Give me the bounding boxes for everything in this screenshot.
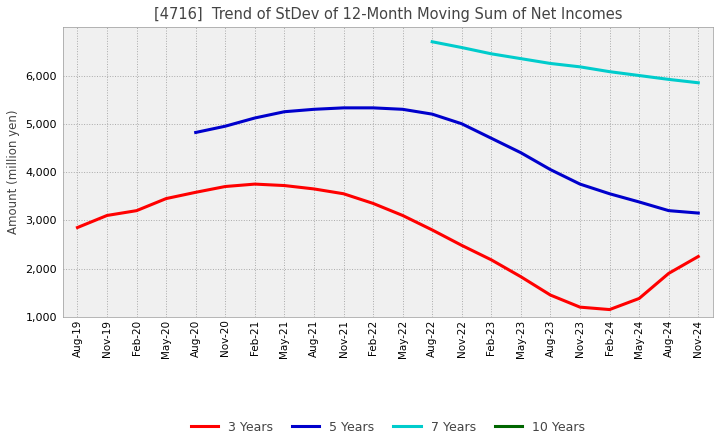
5 Years (635, 199, 644, 205)
Line: 3 Years: 3 Years (78, 184, 698, 310)
7 Years (635, 73, 644, 78)
5 Years (280, 109, 289, 114)
7 Years (576, 64, 585, 70)
5 Years (487, 136, 495, 141)
3 Years (398, 213, 407, 218)
7 Years (457, 45, 466, 50)
3 Years (103, 213, 112, 218)
3 Years (280, 183, 289, 188)
5 Years (516, 150, 525, 155)
3 Years (132, 208, 141, 213)
7 Years (665, 77, 673, 82)
3 Years (192, 190, 200, 195)
5 Years (665, 208, 673, 213)
5 Years (398, 106, 407, 112)
7 Years (487, 51, 495, 56)
5 Years (192, 130, 200, 135)
5 Years (369, 105, 377, 110)
5 Years (339, 105, 348, 110)
7 Years (516, 56, 525, 61)
Y-axis label: Amount (million yen): Amount (million yen) (7, 110, 20, 234)
3 Years (546, 293, 555, 298)
Legend: 3 Years, 5 Years, 7 Years, 10 Years: 3 Years, 5 Years, 7 Years, 10 Years (186, 416, 590, 439)
5 Years (546, 167, 555, 172)
3 Years (694, 254, 703, 259)
3 Years (251, 181, 259, 187)
5 Years (694, 210, 703, 216)
5 Years (606, 191, 614, 196)
5 Years (251, 115, 259, 121)
3 Years (162, 196, 171, 201)
3 Years (635, 296, 644, 301)
3 Years (369, 201, 377, 206)
3 Years (606, 307, 614, 312)
5 Years (310, 106, 318, 112)
7 Years (606, 69, 614, 74)
3 Years (665, 271, 673, 276)
3 Years (487, 257, 495, 263)
3 Years (339, 191, 348, 196)
7 Years (694, 80, 703, 85)
Line: 7 Years: 7 Years (432, 42, 698, 83)
5 Years (221, 124, 230, 129)
3 Years (310, 186, 318, 191)
3 Years (73, 225, 82, 230)
7 Years (428, 39, 436, 44)
Title: [4716]  Trend of StDev of 12-Month Moving Sum of Net Incomes: [4716] Trend of StDev of 12-Month Moving… (153, 7, 622, 22)
3 Years (516, 274, 525, 279)
3 Years (221, 184, 230, 189)
5 Years (576, 181, 585, 187)
5 Years (457, 121, 466, 126)
7 Years (546, 61, 555, 66)
5 Years (428, 111, 436, 117)
3 Years (576, 304, 585, 310)
3 Years (428, 227, 436, 233)
3 Years (457, 243, 466, 248)
Line: 5 Years: 5 Years (196, 108, 698, 213)
